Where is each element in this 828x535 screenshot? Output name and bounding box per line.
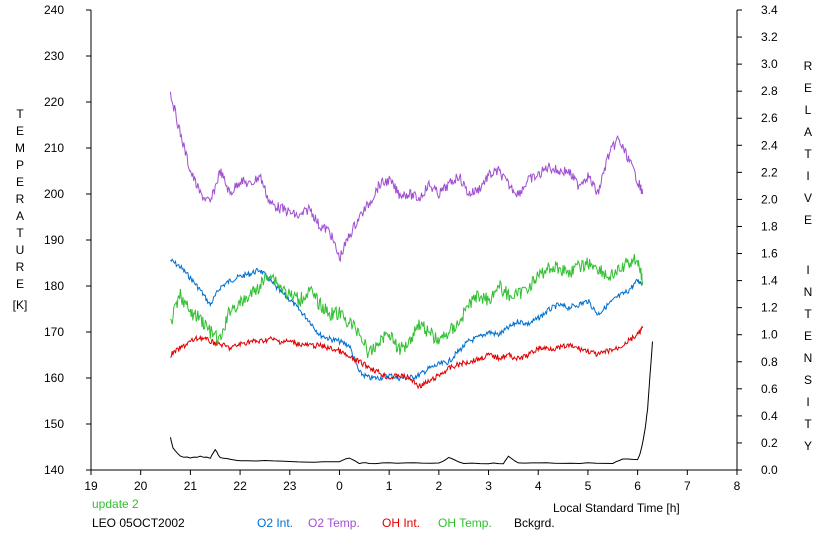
y-left-label-char: R <box>16 192 25 206</box>
y-right-label-char: N <box>804 285 813 299</box>
y-left-tick-label: 230 <box>44 49 64 63</box>
y-right-label-char: I <box>806 169 809 183</box>
x-tick-label: 3 <box>485 479 492 493</box>
x-tick-label: 7 <box>684 479 691 493</box>
y-right-label-char: S <box>804 373 812 387</box>
x-tick-label: 4 <box>535 479 542 493</box>
y-right-tick-label: 2.6 <box>761 111 778 125</box>
y-right-label-char: T <box>804 417 812 431</box>
x-tick-label: 20 <box>134 479 148 493</box>
series-line <box>170 91 644 263</box>
y-left-tick-label: 210 <box>44 141 64 155</box>
x-tick-label: 1 <box>386 479 393 493</box>
y-right-label-char: E <box>804 81 812 95</box>
y-right-tick-label: 2.2 <box>761 165 778 179</box>
y-left-label-char: P <box>16 158 24 172</box>
legend-entry: OH Temp. <box>438 516 492 530</box>
y-right-label-char: A <box>804 125 812 139</box>
y-left-tick-label: 220 <box>44 95 64 109</box>
y-left-label-char: T <box>16 226 24 240</box>
y-left-tick-label: 200 <box>44 187 64 201</box>
y-left-label-char: R <box>16 260 25 274</box>
y-left-label-char: E <box>16 277 24 291</box>
update-label: update 2 <box>92 497 139 511</box>
y-left-label-char: A <box>16 209 24 223</box>
y-right-tick-label: 1.6 <box>761 247 778 261</box>
station-date-label: LEO 05OCT2002 <box>92 516 185 530</box>
y-right-label-char: T <box>804 147 812 161</box>
y-left-label-char: [K] <box>13 298 28 312</box>
series-line <box>170 325 644 390</box>
y-right-tick-label: 3.4 <box>761 3 778 17</box>
x-tick-label: 6 <box>634 479 641 493</box>
y-right-label-char: V <box>804 191 812 205</box>
y-right-label-char: I <box>806 395 809 409</box>
y-right-label-char: E <box>804 329 812 343</box>
x-tick-label: 22 <box>233 479 247 493</box>
y-right-tick-label: 0.0 <box>761 463 778 477</box>
y-right-label-char: Y <box>804 439 812 453</box>
x-tick-label: 23 <box>283 479 297 493</box>
y-right-label-char: T <box>804 307 812 321</box>
y-left-tick-label: 240 <box>44 3 64 17</box>
y-right-label-char: N <box>804 351 813 365</box>
y-right-label-char: I <box>806 263 809 277</box>
legend-entry: O2 Temp. <box>308 516 360 530</box>
y-right-tick-label: 3.2 <box>761 30 778 44</box>
y-left-tick-label: 190 <box>44 233 64 247</box>
x-tick-label: 5 <box>585 479 592 493</box>
y-right-tick-label: 1.2 <box>761 301 778 315</box>
y-left-tick-label: 150 <box>44 417 64 431</box>
axes <box>86 9 742 475</box>
legend-entry: Bckgrd. <box>514 516 555 530</box>
y-left-tick-label: 160 <box>44 371 64 385</box>
x-axis-label: Local Standard Time [h] <box>553 501 680 515</box>
x-tick-label: 2 <box>436 479 443 493</box>
y-right-tick-label: 0.6 <box>761 382 778 396</box>
x-tick-label: 0 <box>336 479 343 493</box>
y-right-tick-label: 2.0 <box>761 192 778 206</box>
y-right-tick-label: 0.4 <box>761 409 778 423</box>
x-tick-label: 8 <box>734 479 741 493</box>
y-left-label-char: U <box>16 243 25 257</box>
y-right-tick-label: 0.8 <box>761 355 778 369</box>
y-left-label-char: E <box>16 175 24 189</box>
legend-entry: O2 Int. <box>257 516 293 530</box>
plot-area <box>170 91 653 465</box>
y-right-tick-label: 2.4 <box>761 138 778 152</box>
labels: 19 20 21 22 23 0 1 2 3 4 5 6 7 8140150160170180190200… <box>13 3 813 530</box>
legend-entry: OH Int. <box>382 516 420 530</box>
y-right-tick-label: 2.8 <box>761 84 778 98</box>
y-left-tick-label: 140 <box>44 463 64 477</box>
y-right-label-char: E <box>804 213 812 227</box>
series-line <box>170 254 644 359</box>
y-left-label-char: M <box>15 141 25 155</box>
y-right-label-char: R <box>804 59 813 73</box>
y-right-tick-label: 1.0 <box>761 328 778 342</box>
y-left-tick-label: 170 <box>44 325 64 339</box>
y-right-tick-label: 1.8 <box>761 219 778 233</box>
series-line <box>170 258 644 382</box>
y-right-tick-label: 0.2 <box>761 436 778 450</box>
y-left-tick-label: 180 <box>44 279 64 293</box>
y-left-label-char: E <box>16 124 24 138</box>
series-line <box>170 341 653 465</box>
x-tick-label: 21 <box>184 479 198 493</box>
x-tick-label: 19 <box>84 479 98 493</box>
y-right-tick-label: 3.0 <box>761 57 778 71</box>
y-right-tick-label: 1.4 <box>761 274 778 288</box>
y-left-label-char: T <box>16 107 24 121</box>
y-right-label-char: L <box>805 103 812 117</box>
